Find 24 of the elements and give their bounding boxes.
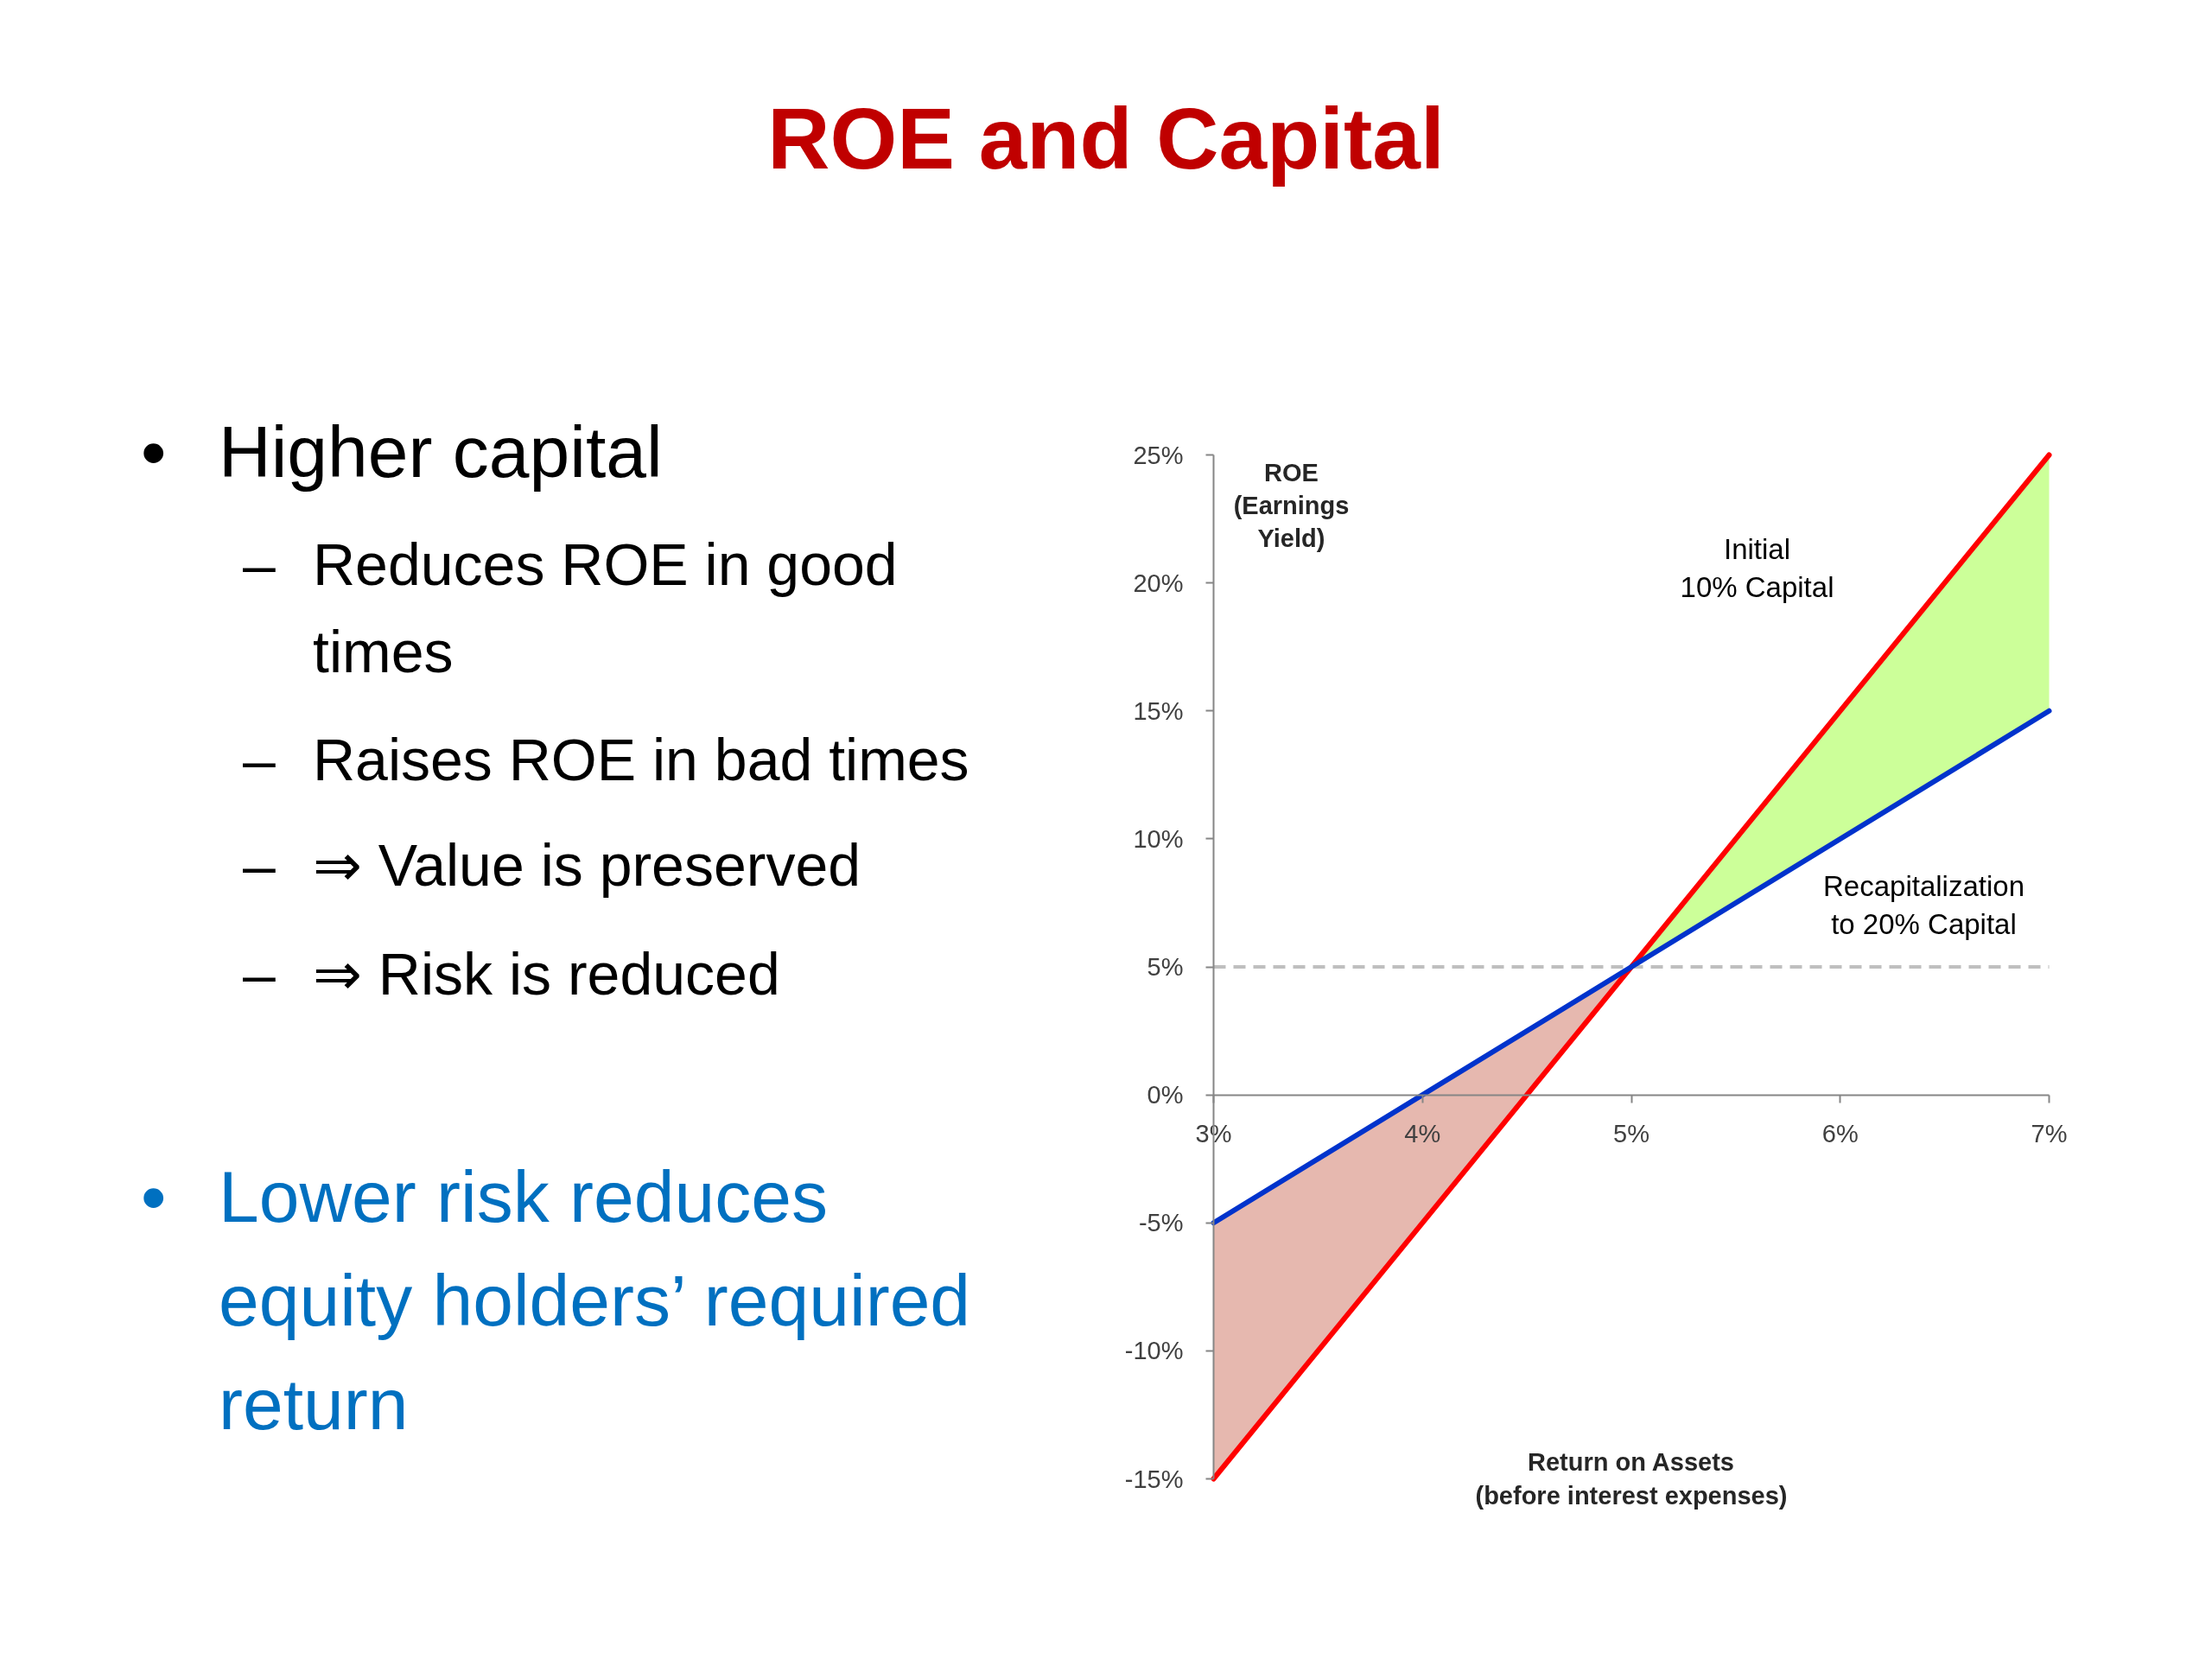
text: • Higher capital xyxy=(141,410,663,494)
x-tick-label: 5% xyxy=(1613,1120,1649,1148)
y-tick-label: -5% xyxy=(1138,1209,1184,1237)
x-tick-label: 6% xyxy=(1821,1120,1859,1148)
text: • Lower risk reduces equity holders’ required return xyxy=(141,1155,971,1445)
text: – Reduces ROE in good times xyxy=(243,531,898,684)
text: – Raises ROE in bad times xyxy=(243,726,969,794)
y-tick-label: 5% xyxy=(1147,953,1184,981)
x-tick-label: 4% xyxy=(1404,1120,1441,1148)
y-tick-label: 15% xyxy=(1133,696,1184,725)
series-label: Recapitalization to 20% Capital xyxy=(1823,870,2024,941)
text: – ⇒ Value is preserved xyxy=(243,831,861,899)
y-tick-label: 25% xyxy=(1133,441,1184,469)
x-axis-title: Return on Assets (before interest expenses) xyxy=(1475,1448,1788,1510)
y-tick-label: -10% xyxy=(1124,1337,1184,1365)
y-tick-label: -15% xyxy=(1124,1465,1184,1493)
y-axis-title: ROE (Earnings Yield) xyxy=(1233,458,1350,553)
y-tick-label: 0% xyxy=(1147,1081,1184,1109)
text: – ⇒ Risk is reduced xyxy=(243,940,780,1008)
chart-title: ROE and Capital xyxy=(766,89,1446,188)
y-tick-label: 20% xyxy=(1133,569,1184,597)
x-tick-label: 7% xyxy=(2031,1120,2068,1148)
y-tick-label: 10% xyxy=(1133,824,1184,853)
text: Initial 10% Capital xyxy=(1680,532,1834,604)
